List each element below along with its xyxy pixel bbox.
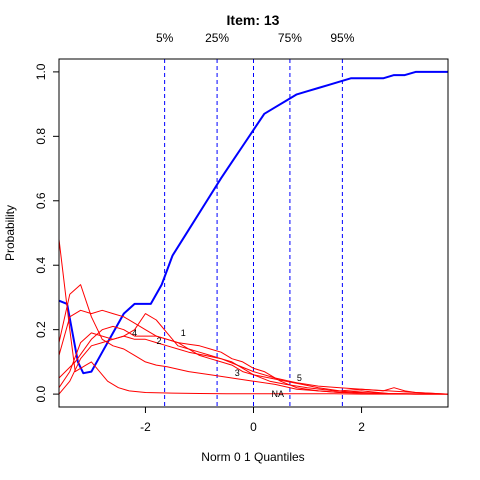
distractor-curve-2	[58, 309, 449, 395]
curve-label: 3	[235, 368, 240, 378]
distractor-curve-4	[58, 332, 449, 395]
series-layer	[58, 70, 449, 395]
y-tick-label: 0.6	[34, 192, 48, 209]
quantile-label: 25%	[205, 31, 229, 45]
y-tick-label: 0.2	[34, 321, 48, 338]
quantile-label: 5%	[156, 31, 174, 45]
curve-label: 1	[181, 328, 186, 338]
x-tick-label: 2	[358, 420, 365, 434]
chart-title: Item: 13	[227, 12, 280, 28]
y-tick-label: 1.0	[34, 63, 48, 80]
curve-label: 5	[297, 373, 302, 383]
y-tick-label: 0.8	[34, 128, 48, 145]
curve-label: NA	[272, 389, 285, 399]
y-tick-label: 0.4	[34, 257, 48, 274]
y-tick-label: 0.0	[34, 385, 48, 402]
key-curve	[58, 70, 448, 375]
curve-label: 4	[132, 328, 137, 338]
curve-labels: 1 2 3 4 5 NA	[132, 328, 302, 399]
quantile-label: 95%	[330, 31, 354, 45]
x-tick-label: 0	[250, 420, 257, 434]
distractor-curve-5	[58, 239, 448, 395]
x-tick-label: -2	[140, 420, 151, 434]
x-axis: -2 0 2	[140, 406, 365, 434]
y-axis-title: Probability	[3, 205, 17, 261]
x-axis-title: Norm 0 1 Quantiles	[201, 450, 304, 464]
quantile-lines: 5% 25% 75% 95%	[156, 31, 355, 407]
distractor-curve-3	[58, 313, 449, 395]
distractor-curve-na	[58, 284, 448, 395]
y-axis: 0.0 0.2 0.4 0.6 0.8 1.0	[34, 63, 60, 402]
quantile-label: 75%	[278, 31, 302, 45]
curve-label: 2	[156, 336, 161, 346]
